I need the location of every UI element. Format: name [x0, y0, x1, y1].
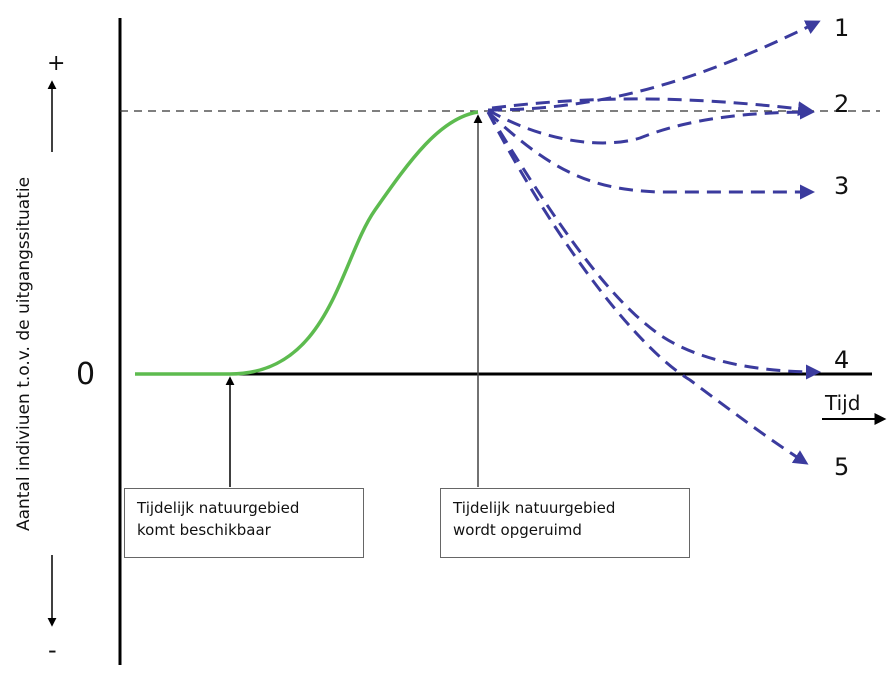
scenario-3-arrow [486, 110, 815, 200]
plus-sign: + [47, 51, 65, 76]
scenario-5-arrow [486, 111, 809, 465]
event-removed-line2: wordt opgeruimd [453, 521, 582, 539]
scenario-2-upper-branch [491, 97, 813, 117]
scenario-4-arrow [486, 111, 821, 380]
event-available-line1: Tijdelijk natuurgebied [137, 499, 300, 517]
scenario-5-label: 5 [834, 453, 849, 481]
time-axis-label: Tijd [824, 391, 860, 415]
event-box-removed: Tijdelijk natuurgebied wordt opgeruimd [440, 488, 690, 558]
y-axis-label: Aantal indiviuen t.o.v. de uitgangssitua… [14, 177, 34, 531]
scenario-1-arrow [487, 20, 821, 112]
event-available-line2: komt beschikbaar [137, 521, 271, 539]
zero-label: 0 [76, 357, 95, 392]
scenario-1-label: 1 [834, 14, 849, 42]
growth-curve [135, 110, 479, 376]
scenario-4-label: 4 [834, 346, 849, 374]
event-box-available: Tijdelijk natuurgebied komt beschikbaar [124, 488, 364, 558]
scenario-2-label: 2 [834, 90, 849, 118]
event-removed-line1: Tijdelijk natuurgebied [453, 499, 616, 517]
scenario-2-arrow [487, 104, 815, 145]
scenario-3-label: 3 [834, 172, 849, 200]
minus-sign: - [48, 636, 57, 664]
